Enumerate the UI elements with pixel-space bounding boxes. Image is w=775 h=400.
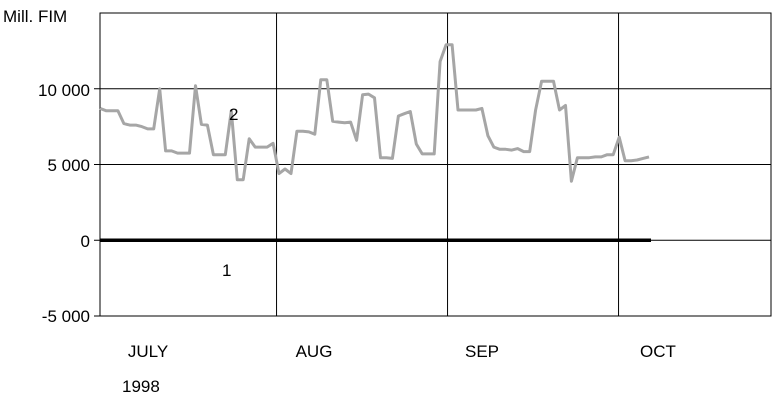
x-tick-label-aug: AUG [295, 342, 333, 361]
x-year-label: 1998 [122, 377, 160, 396]
y-tick-label-5000: 5 000 [47, 156, 90, 175]
grid-lines [94, 13, 771, 317]
y-tick-label-10000: 10 000 [38, 81, 90, 100]
plot-frame [99, 12, 772, 317]
series-label-2: 2 [229, 105, 239, 124]
y-tick-label-0: 0 [80, 232, 90, 251]
y-tick-label-minus5000: -5 000 [41, 307, 90, 326]
series-lines [99, 43, 651, 242]
series-label-1: 1 [222, 261, 232, 280]
x-tick-label-july: JULY [127, 342, 169, 361]
series-line-2 [99, 43, 650, 183]
x-tick-label-sep: SEP [464, 342, 500, 361]
x-tick-label-oct: OCT [640, 342, 676, 361]
y-axis-title: Mill. FIM [3, 7, 68, 26]
